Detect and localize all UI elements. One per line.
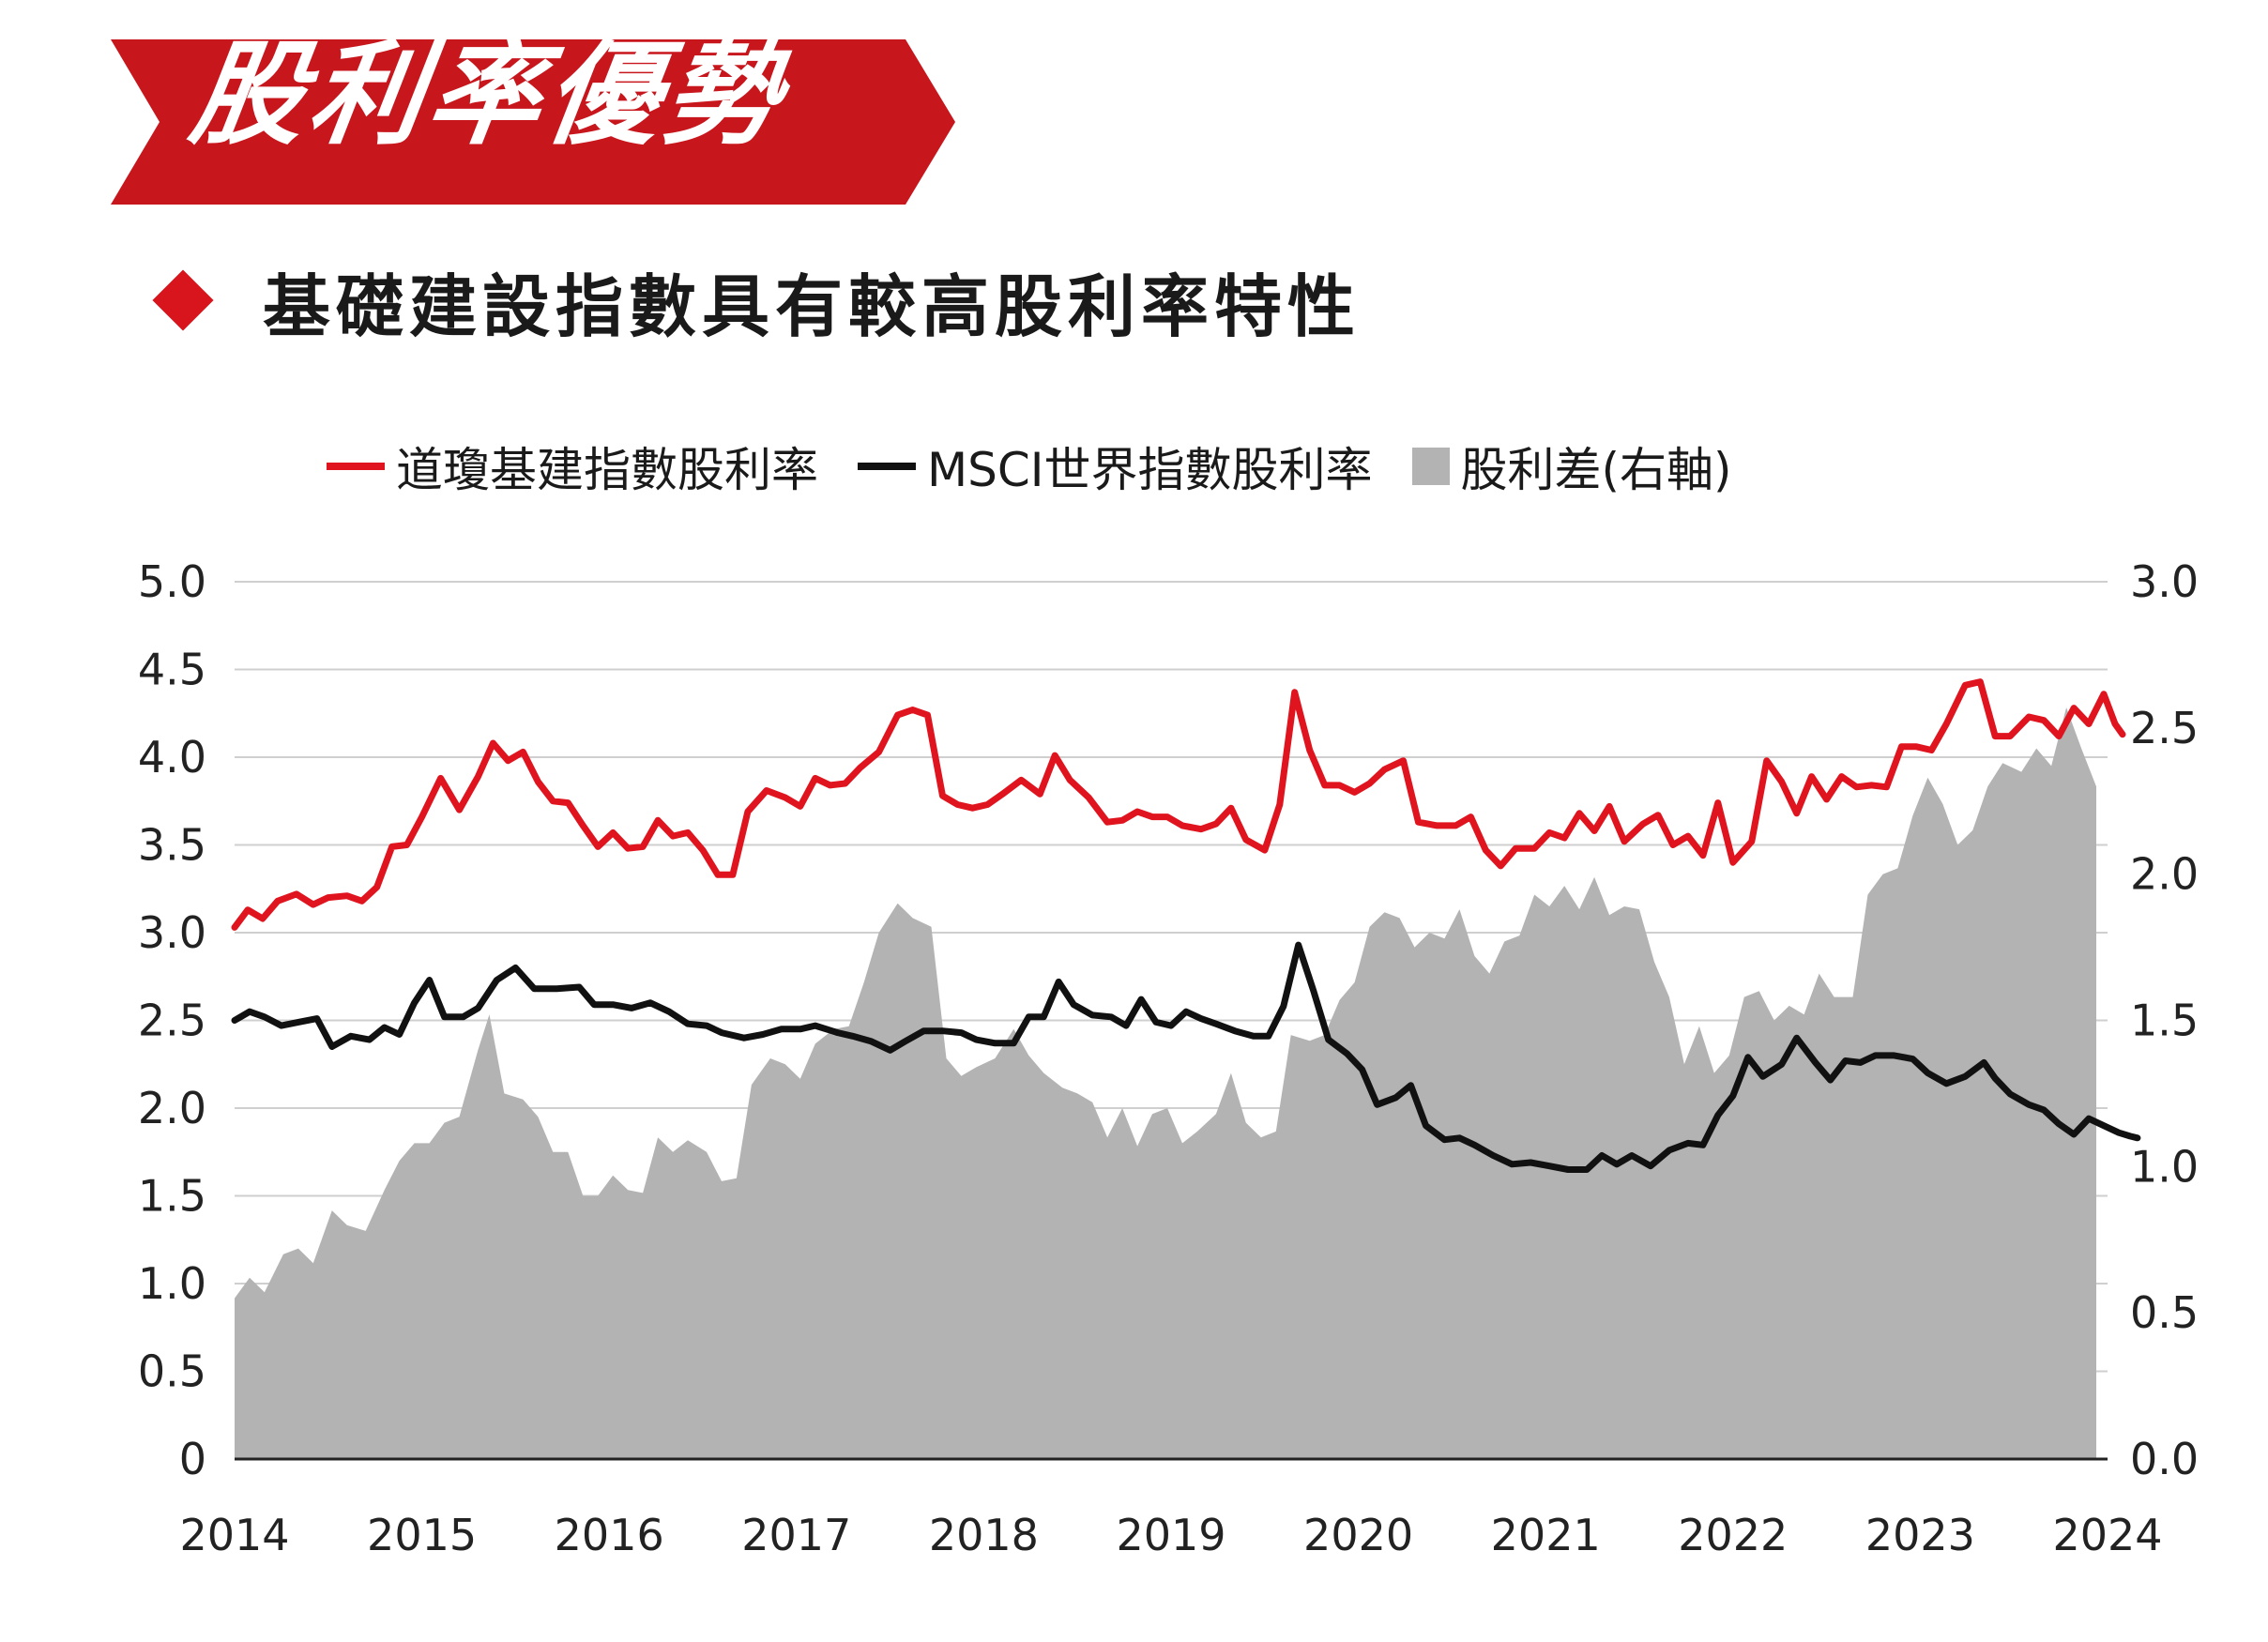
- banner: [111, 39, 955, 205]
- y-right-tick-label: 2.0: [2130, 849, 2199, 900]
- y-right-tick-label: 1.0: [2130, 1141, 2199, 1192]
- y-right-tick-label: 1.5: [2130, 996, 2199, 1046]
- x-tick-label: 2015: [367, 1510, 477, 1560]
- legend-red-line-icon: [327, 463, 385, 470]
- y-left-tick-label: 0.5: [138, 1346, 206, 1397]
- y-left-tick-label: 1.0: [138, 1258, 206, 1309]
- legend-item-msci: MSCI世界指數股利率: [858, 433, 1373, 500]
- infra-yield-line: [231, 678, 2126, 931]
- axis-ticks-layer: 0 0.5 1.0 1.5 2.0 2.5 3.0 3.5 4.0 4.5 5.0 0.0 0.5 1.0…: [138, 556, 2199, 1560]
- y-left-tick-label: 4.0: [138, 732, 206, 783]
- x-tick-label: 2014: [179, 1510, 289, 1560]
- series-lines-layer: [231, 678, 2141, 1173]
- legend-label-spread: 股利差(右軸): [1460, 443, 1732, 497]
- x-tick-label: 2020: [1303, 1510, 1413, 1560]
- y-right-tick-label: 0.0: [2130, 1434, 2199, 1484]
- spread-area: [235, 707, 2096, 1459]
- subtitle-row: 基礎建設指數具有較高股利率特性: [150, 253, 1361, 347]
- legend: 道瓊基建指數股利率 MSCI世界指數股利率 股利差(右軸): [327, 433, 1772, 499]
- legend-black-line-icon: [858, 463, 916, 470]
- x-tick-label: 2024: [2052, 1510, 2162, 1560]
- y-left-tick-label: 5.0: [138, 556, 206, 607]
- y-right-tick-label: 2.5: [2130, 703, 2199, 753]
- x-tick-label: 2022: [1678, 1510, 1788, 1560]
- spread-area-layer: [235, 707, 2096, 1459]
- y-left-tick-label: 2.5: [138, 996, 206, 1046]
- banner-ribbon: [111, 39, 955, 205]
- y-right-tick-label: 0.5: [2130, 1287, 2199, 1338]
- legend-item-infra: 道瓊基建指數股利率: [327, 433, 818, 500]
- legend-item-spread: 股利差(右軸): [1411, 433, 1732, 500]
- legend-gray-square-icon: [1411, 448, 1450, 485]
- y-left-tick-label: 2.0: [138, 1083, 206, 1133]
- x-tick-label: 2017: [741, 1510, 851, 1560]
- y-right-tick-label: 3.0: [2130, 556, 2199, 607]
- legend-label-infra: 道瓊基建指數股利率: [396, 443, 818, 497]
- x-tick-label: 2021: [1491, 1510, 1601, 1560]
- x-tick-label: 2016: [555, 1510, 664, 1560]
- y-left-tick-label: 3.5: [138, 820, 206, 871]
- legend-label-msci: MSCI世界指數股利率: [927, 443, 1373, 497]
- chart-subtitle: 基礎建設指數具有較高股利率特性: [263, 266, 1362, 346]
- y-left-tick-label: 0: [179, 1434, 206, 1484]
- y-left-tick-label: 3.0: [138, 907, 206, 958]
- x-tick-label: 2018: [929, 1510, 1039, 1560]
- msci-yield-line: [231, 941, 2141, 1173]
- y-left-tick-label: 1.5: [138, 1171, 206, 1222]
- x-tick-label: 2019: [1116, 1510, 1225, 1560]
- y-left-tick-label: 4.5: [138, 645, 206, 695]
- x-tick-label: 2023: [1865, 1510, 1975, 1560]
